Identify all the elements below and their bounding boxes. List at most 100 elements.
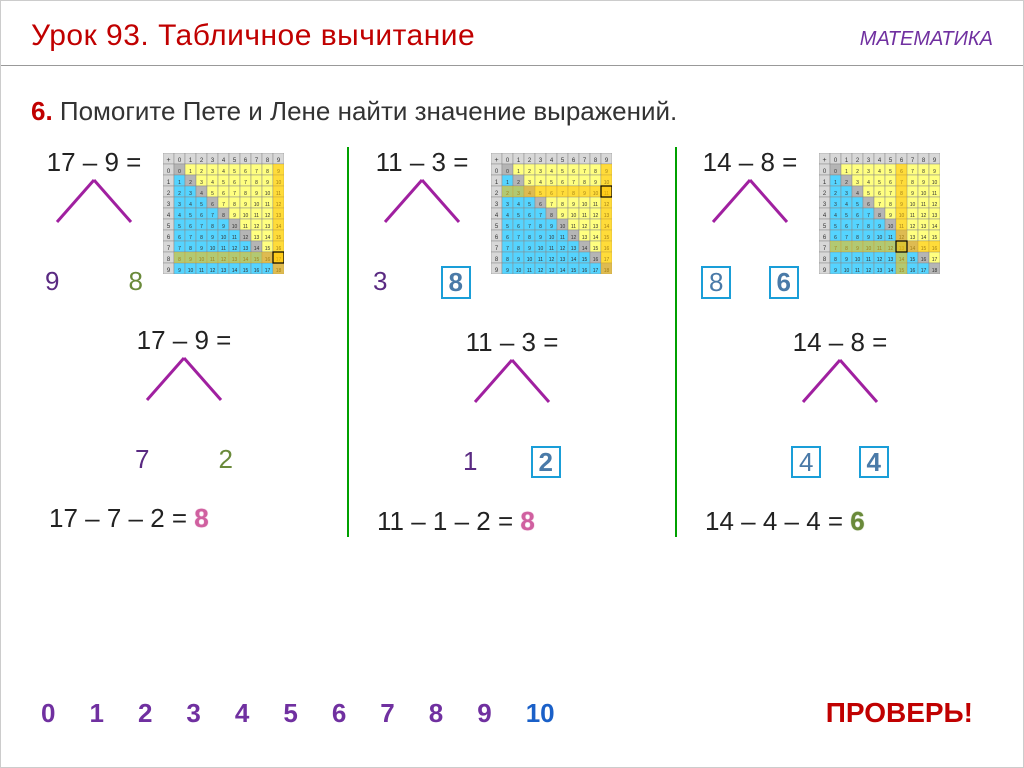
svg-text:3: 3: [178, 202, 181, 208]
svg-text:16: 16: [582, 268, 588, 274]
svg-text:8: 8: [233, 202, 236, 208]
svg-text:12: 12: [866, 268, 872, 274]
svg-text:3: 3: [200, 180, 203, 186]
svg-text:8: 8: [594, 169, 597, 175]
svg-text:13: 13: [888, 257, 894, 263]
svg-text:4: 4: [856, 191, 859, 197]
final-result: 8: [194, 503, 208, 533]
mini-table: 00112233445566778899+0123456789123456789…: [491, 153, 612, 279]
svg-text:4: 4: [211, 180, 214, 186]
svg-text:9: 9: [572, 202, 575, 208]
svg-text:9: 9: [222, 224, 225, 230]
svg-text:6: 6: [528, 213, 531, 219]
svg-text:1: 1: [834, 180, 837, 186]
svg-text:1: 1: [506, 180, 509, 186]
svg-text:6: 6: [867, 202, 870, 208]
svg-text:13: 13: [254, 235, 260, 241]
svg-text:17: 17: [593, 268, 599, 274]
svg-text:10: 10: [888, 224, 894, 230]
svg-text:6: 6: [889, 180, 892, 186]
expression: 11 – 3 =: [466, 327, 559, 358]
svg-text:2: 2: [856, 169, 859, 175]
svg-text:1: 1: [178, 180, 181, 186]
svg-text:12: 12: [254, 224, 260, 230]
svg-text:8: 8: [506, 257, 509, 263]
svg-text:6: 6: [211, 202, 214, 208]
svg-text:1: 1: [517, 169, 520, 175]
svg-text:9: 9: [922, 180, 925, 186]
svg-text:14: 14: [593, 235, 599, 241]
svg-text:3: 3: [189, 191, 192, 197]
svg-text:7: 7: [572, 180, 575, 186]
svg-text:13: 13: [549, 268, 555, 274]
split-values: 86: [695, 266, 805, 299]
svg-text:5: 5: [845, 213, 848, 219]
svg-text:11: 11: [921, 202, 926, 208]
svg-text:12: 12: [910, 224, 916, 230]
svg-text:7: 7: [856, 224, 859, 230]
svg-text:15: 15: [265, 246, 271, 252]
svg-text:8: 8: [266, 169, 269, 175]
svg-text:7: 7: [255, 169, 258, 175]
lesson-title: Урок 93. Табличное вычитание: [31, 19, 475, 53]
svg-text:8: 8: [922, 169, 925, 175]
addition-table-icon: 00112233445566778899+0123456789123456789…: [163, 153, 284, 274]
svg-text:5: 5: [200, 202, 203, 208]
expression: 14 – 8 =: [793, 327, 888, 358]
svg-text:12: 12: [210, 268, 216, 274]
number-line-item: 9: [477, 698, 491, 729]
svg-text:4: 4: [550, 169, 553, 175]
svg-text:6: 6: [244, 169, 247, 175]
expression: 14 – 8 =: [703, 147, 798, 178]
svg-text:10: 10: [560, 224, 566, 230]
problem-mid: 17 – 9 = 72: [39, 325, 329, 475]
svg-text:7: 7: [911, 169, 914, 175]
svg-text:11: 11: [254, 213, 259, 219]
number-line-item: 0: [41, 698, 55, 729]
svg-text:6: 6: [561, 180, 564, 186]
svg-text:15: 15: [243, 268, 249, 274]
svg-text:11: 11: [866, 257, 871, 263]
final-expression: 11 – 1 – 2 = 8: [367, 506, 657, 537]
svg-text:7: 7: [583, 169, 586, 175]
svg-text:6: 6: [856, 213, 859, 219]
svg-text:10: 10: [877, 235, 883, 241]
svg-text:14: 14: [888, 268, 894, 274]
svg-text:9: 9: [255, 191, 258, 197]
addition-table-icon: 00112233445566778899+0123456789123456789…: [819, 153, 940, 274]
svg-text:0: 0: [178, 169, 181, 175]
svg-text:14: 14: [921, 235, 927, 241]
svg-text:7: 7: [517, 235, 520, 241]
svg-text:18: 18: [932, 268, 938, 274]
number-line: 012345678910: [41, 698, 555, 729]
svg-text:6: 6: [517, 224, 520, 230]
svg-text:2: 2: [845, 180, 848, 186]
svg-text:12: 12: [593, 213, 599, 219]
svg-text:15: 15: [571, 268, 577, 274]
svg-text:8: 8: [856, 235, 859, 241]
svg-text:8: 8: [539, 224, 542, 230]
svg-text:12: 12: [582, 224, 588, 230]
expression: 17 – 9 =: [47, 147, 142, 178]
svg-text:9: 9: [528, 246, 531, 252]
svg-text:13: 13: [582, 235, 588, 241]
svg-text:3: 3: [528, 180, 531, 186]
svg-text:5: 5: [550, 180, 553, 186]
svg-text:13: 13: [593, 224, 599, 230]
svg-text:10: 10: [910, 202, 916, 208]
header: Урок 93. Табличное вычитание МАТЕМАТИКА: [1, 1, 1023, 66]
task-number: 6.: [31, 96, 53, 126]
svg-text:8: 8: [255, 180, 258, 186]
svg-text:9: 9: [266, 180, 269, 186]
svg-text:10: 10: [243, 213, 249, 219]
svg-text:12: 12: [265, 213, 271, 219]
svg-text:13: 13: [265, 224, 271, 230]
svg-text:0: 0: [506, 169, 509, 175]
svg-text:14: 14: [265, 235, 271, 241]
svg-text:8: 8: [211, 224, 214, 230]
svg-text:7: 7: [178, 246, 181, 252]
problem-mid: 14 – 8 = 44: [695, 327, 985, 479]
number-line-item: 8: [429, 698, 443, 729]
final-result: 8: [520, 506, 534, 536]
svg-text:7: 7: [889, 191, 892, 197]
